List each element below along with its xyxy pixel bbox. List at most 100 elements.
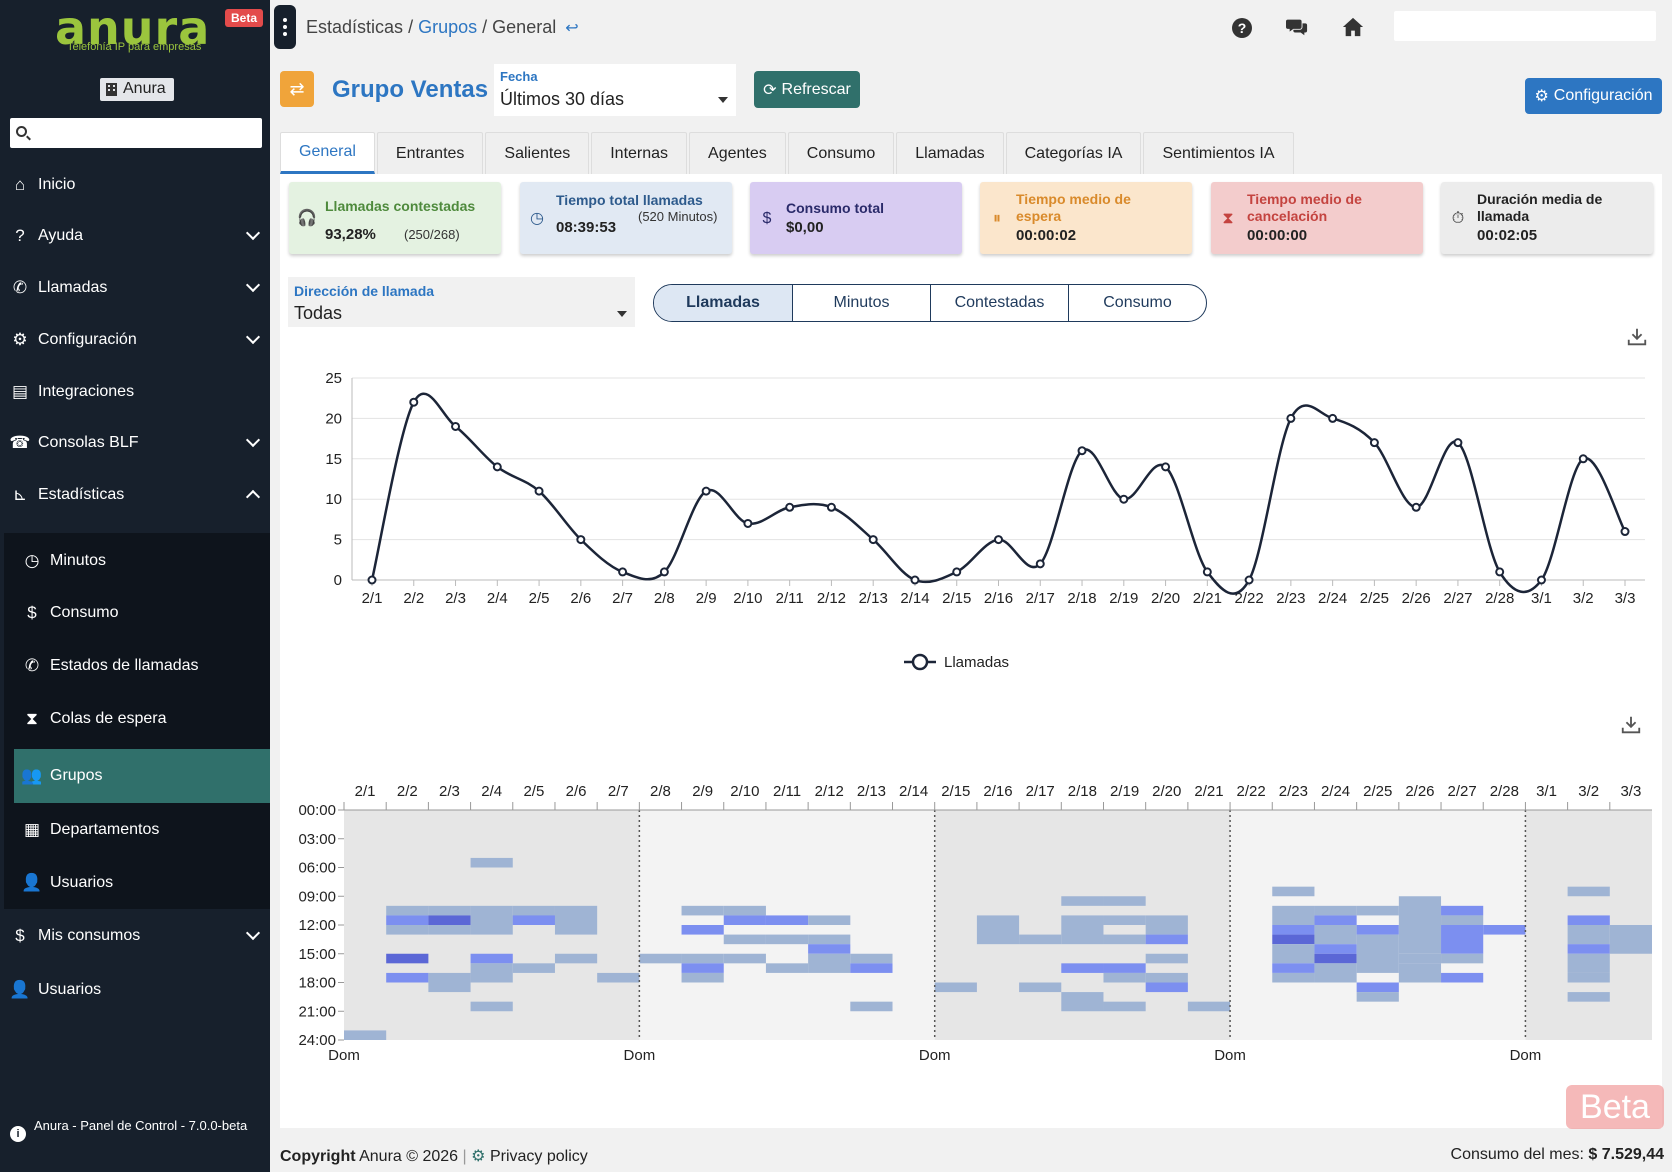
day-label: 2/22 [1237,783,1266,800]
tab-internas[interactable]: Internas [591,132,688,174]
heatmap-cell [1314,953,1357,964]
stat-sub: (520 Minutos) [638,209,718,224]
tab-entrantes[interactable]: Entrantes [376,132,484,174]
heatmap-cell [850,953,893,964]
configuration-button[interactable]: ⚙ Configuración [1525,78,1662,114]
tab-llamadas[interactable]: Llamadas [896,132,1004,174]
refresh-button[interactable]: ⟳ Refrescar [754,71,860,108]
sidebar-item-configuracion[interactable]: ⚙ Configuración [0,316,270,364]
hour-label: 24:00 [298,1032,336,1049]
sidebar-item-minutos[interactable]: ◷ Minutos [4,537,270,585]
calls-heatmap: 2/1 2/2 2/3 2/4 2/5 2/6 2/7 2/8 2/9 2/10 2/11 2/12 2… [298,783,1652,1064]
download-icon[interactable] [1620,714,1642,736]
call-direction-select[interactable]: Dirección de llamada Todas [288,277,635,327]
sidebar-item-ayuda[interactable]: ? Ayuda [0,212,270,260]
statistics-submenu [4,533,270,909]
sidebar-item-consolas-blf[interactable]: ☎ Consolas BLF [0,419,270,467]
sidebar-item-departamentos[interactable]: ▦ Departamentos [4,806,270,854]
x-tick-label: 2/27 [1443,590,1472,607]
heatmap-cell [976,915,1020,945]
breadcrumb-link-grupos[interactable]: Grupos [418,17,478,37]
anura-logo[interactable]: anura Telefonía IP para empresas [55,5,215,56]
tab-consumo[interactable]: Consumo [787,132,895,174]
heatmap-cell [1398,953,1442,964]
stat-card-avg-cancel: ⧗ Tiempo medio de cancelación 00:00:00 [1211,182,1423,254]
top-search-input[interactable] [1394,11,1656,41]
data-point [868,535,878,545]
week-start-label: Dom [1510,1047,1542,1064]
tab-sentimientos-ia[interactable]: Sentimientos IA [1143,132,1294,174]
sidebar-item-integraciones[interactable]: ▤ Integraciones [0,368,270,416]
sidebar-item-label: Configuración [38,331,137,348]
hour-label: 03:00 [298,831,336,848]
download-icon[interactable] [1626,326,1648,348]
home-icon[interactable] [1342,16,1364,38]
data-point [659,567,669,577]
metric-llamadas-button[interactable]: Llamadas [654,285,792,321]
heatmap-cell [1272,934,1315,945]
heatmap-cell [1441,953,1484,964]
sidebar-item-estadisticas[interactable]: ⊾ Estadísticas [0,471,270,519]
week-start-label: Dom [624,1047,656,1064]
day-label: 2/27 [1448,783,1477,800]
tab-categorias-ia[interactable]: Categorías IA [1005,132,1142,174]
sidebar: anura Telefonía IP para empresas Beta An… [0,0,270,1172]
heatmap-cell [1567,886,1610,897]
stopwatch-icon: ⏱ [1451,210,1465,227]
sidebar-item-estados-llamadas[interactable]: ✆ Estados de llamadas [4,642,270,690]
direction-label: Dirección de llamada [294,283,435,299]
chat-icon[interactable] [1286,16,1308,38]
heatmap-cell [1314,963,1357,983]
sidebar-search-input[interactable] [10,118,262,148]
help-icon[interactable]: ? [1232,18,1252,38]
sidebar-item-mis-consumos[interactable]: $ Mis consumos [0,912,270,960]
date-value: Últimos 30 días [500,89,625,109]
metric-minutos-button[interactable]: Minutos [792,285,930,321]
sidebar-item-label: Estadísticas [38,486,125,503]
y-tick-label: 15 [325,451,342,468]
heatmap-cell [808,915,851,925]
chevron-down-icon [245,432,261,448]
stat-card-answered: 🎧 Llamadas contestadas 93,28% (250/268) [289,182,501,254]
sidebar-item-label: Integraciones [38,383,135,400]
sidebar-item-usuarios-sub[interactable]: 👤 Usuarios [4,859,270,907]
footer-separator: | [462,1148,467,1165]
sidebar-item-llamadas[interactable]: ✆ Llamadas [0,264,270,312]
back-icon[interactable]: ↩ [565,20,579,37]
sidebar-item-inicio[interactable]: ⌂ Inicio [0,161,270,209]
clock-icon: ◷ [24,551,40,570]
hour-label: 00:00 [298,802,336,819]
heatmap-cell [1272,886,1315,897]
heatmap-cell [1567,915,1610,925]
heatmap-cell [1314,915,1357,925]
heatmap-cell [1441,915,1484,925]
menu-toggle-button[interactable] [274,5,296,49]
refresh-group-icon[interactable]: ⇄ [280,71,314,107]
tab-salientes[interactable]: Salientes [485,132,590,174]
day-label: 2/3 [439,783,460,800]
x-tick-label: 2/19 [1109,590,1138,607]
refresh-label: Refrescar [781,80,851,98]
metric-contestadas-button[interactable]: Contestadas [930,285,1068,321]
sidebar-item-grupos[interactable]: 👥 Grupos [14,749,270,803]
hour-label: 06:00 [298,860,336,877]
user-icon: 👤 [21,873,43,892]
stat-card-total-time: ◷ Tiempo total llamadas 08:39:53 (520 Mi… [520,182,732,254]
info-icon: i [10,1126,26,1142]
heatmap-cell [554,905,598,935]
user-icon: 👤 [9,980,31,999]
metric-consumo-button[interactable]: Consumo [1068,285,1206,321]
sidebar-item-colas-espera[interactable]: ⧗ Colas de espera [4,695,270,743]
tab-agentes[interactable]: Agentes [689,132,786,174]
breadcrumb-separator: / [408,17,414,37]
x-tick-label: 2/1 [362,590,383,607]
main-content: 🎧 Llamadas contestadas 93,28% (250/268) … [280,174,1662,1128]
privacy-policy-link[interactable]: Privacy policy [489,1148,588,1165]
stat-value: 00:02:05 [1477,227,1538,244]
sidebar-item-usuarios[interactable]: 👤 Usuarios [0,966,270,1014]
date-range-select[interactable]: Fecha Últimos 30 días [494,64,736,116]
sidebar-item-consumo[interactable]: $ Consumo [4,589,270,637]
heatmap-cell [1609,925,1652,954]
sidebar-item-label: Inicio [38,176,76,193]
tab-general[interactable]: General [280,132,375,174]
